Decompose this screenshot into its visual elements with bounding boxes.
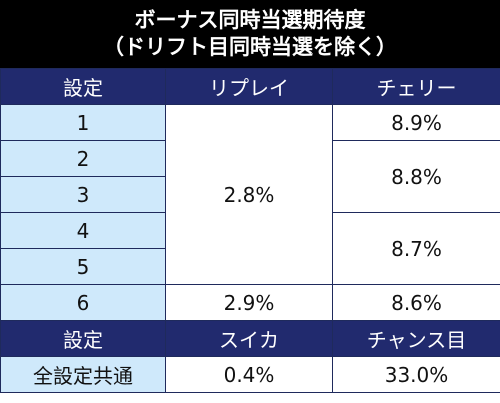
replay-value-1-5: 2.8% — [165, 104, 333, 285]
header-row-1: 設定 リプレイ チェリー — [0, 68, 500, 105]
cherry-value-1: 8.9% — [332, 104, 500, 141]
header-row-2: 設定 スイカ チャンス目 — [0, 320, 500, 357]
table-row: 4 8.7% — [0, 212, 500, 285]
common-label: 全設定共通 — [0, 356, 166, 393]
cherry-value-4-5: 8.7% — [332, 212, 500, 285]
setting-cell: 1 — [0, 104, 166, 141]
setting-cell: 3 — [0, 176, 166, 213]
header-replay: リプレイ — [165, 68, 333, 105]
setting-cell: 2 — [0, 140, 166, 177]
table-title: ボーナス同時当選期待度 （ドリフト目同時当選を除く） — [0, 0, 500, 68]
table-row: 1 2.8% 8.9% — [0, 104, 500, 285]
cherry-value-2-3: 8.8% — [332, 140, 500, 213]
setting-cell: 6 — [0, 284, 166, 321]
title-line-1: ボーナス同時当選期待度 — [134, 8, 366, 32]
cherry-value-6: 8.6% — [332, 284, 500, 321]
table-row: 全設定共通 0.4% 33.0% — [0, 356, 500, 393]
expectation-table: 設定 リプレイ チェリー 1 2.8% 8.9% 2 8.8% 3 4 8.7%… — [0, 68, 500, 393]
header-setting-2: 設定 — [0, 320, 166, 357]
title-line-2: （ドリフト目同時当選を除く） — [103, 35, 397, 59]
header-chance: チャンス目 — [332, 320, 500, 357]
header-cherry: チェリー — [332, 68, 500, 105]
setting-cell: 5 — [0, 248, 166, 285]
setting-cell: 4 — [0, 212, 166, 249]
table-row: 6 2.9% 8.6% — [0, 284, 500, 321]
watermelon-value: 0.4% — [165, 356, 333, 393]
header-setting: 設定 — [0, 68, 166, 105]
chance-value: 33.0% — [332, 356, 500, 393]
table-row: 3 — [0, 176, 500, 213]
table-row: 5 — [0, 248, 500, 285]
header-watermelon: スイカ — [165, 320, 333, 357]
replay-value-6: 2.9% — [165, 284, 333, 321]
